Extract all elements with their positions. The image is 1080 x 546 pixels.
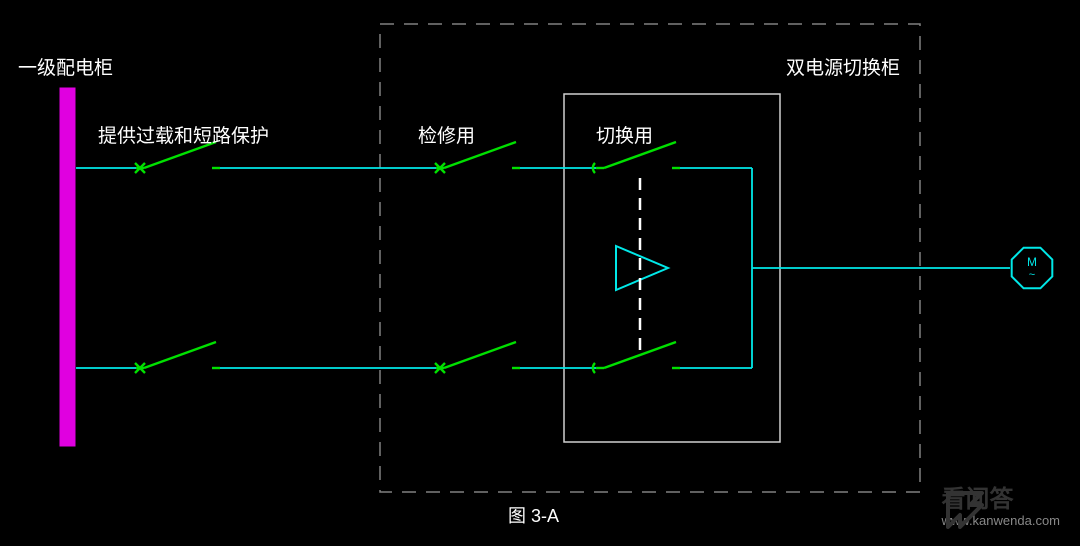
wires bbox=[76, 168, 1010, 368]
watermark: 看问答 www.kanwenda.com bbox=[942, 487, 1061, 528]
dual-cabinet-label: 双电源切换柜 bbox=[786, 53, 900, 80]
svg-text:M: M bbox=[1027, 255, 1037, 269]
maintenance-label: 检修用 bbox=[418, 121, 475, 148]
diagram-svg: M~ bbox=[0, 0, 1080, 546]
protection-label: 提供过载和短路保护 bbox=[98, 121, 269, 148]
watermark-logo-icon bbox=[942, 487, 988, 533]
switching-label: 切换用 bbox=[596, 121, 653, 148]
motor-icon: M~ bbox=[1012, 248, 1053, 289]
busbar bbox=[60, 88, 75, 446]
cabinet-label: 一级配电柜 bbox=[18, 53, 113, 80]
svg-text:~: ~ bbox=[1029, 269, 1035, 281]
contactor-icon bbox=[616, 246, 668, 290]
switches bbox=[135, 142, 680, 373]
figure-label: 图 3-A bbox=[508, 502, 559, 528]
